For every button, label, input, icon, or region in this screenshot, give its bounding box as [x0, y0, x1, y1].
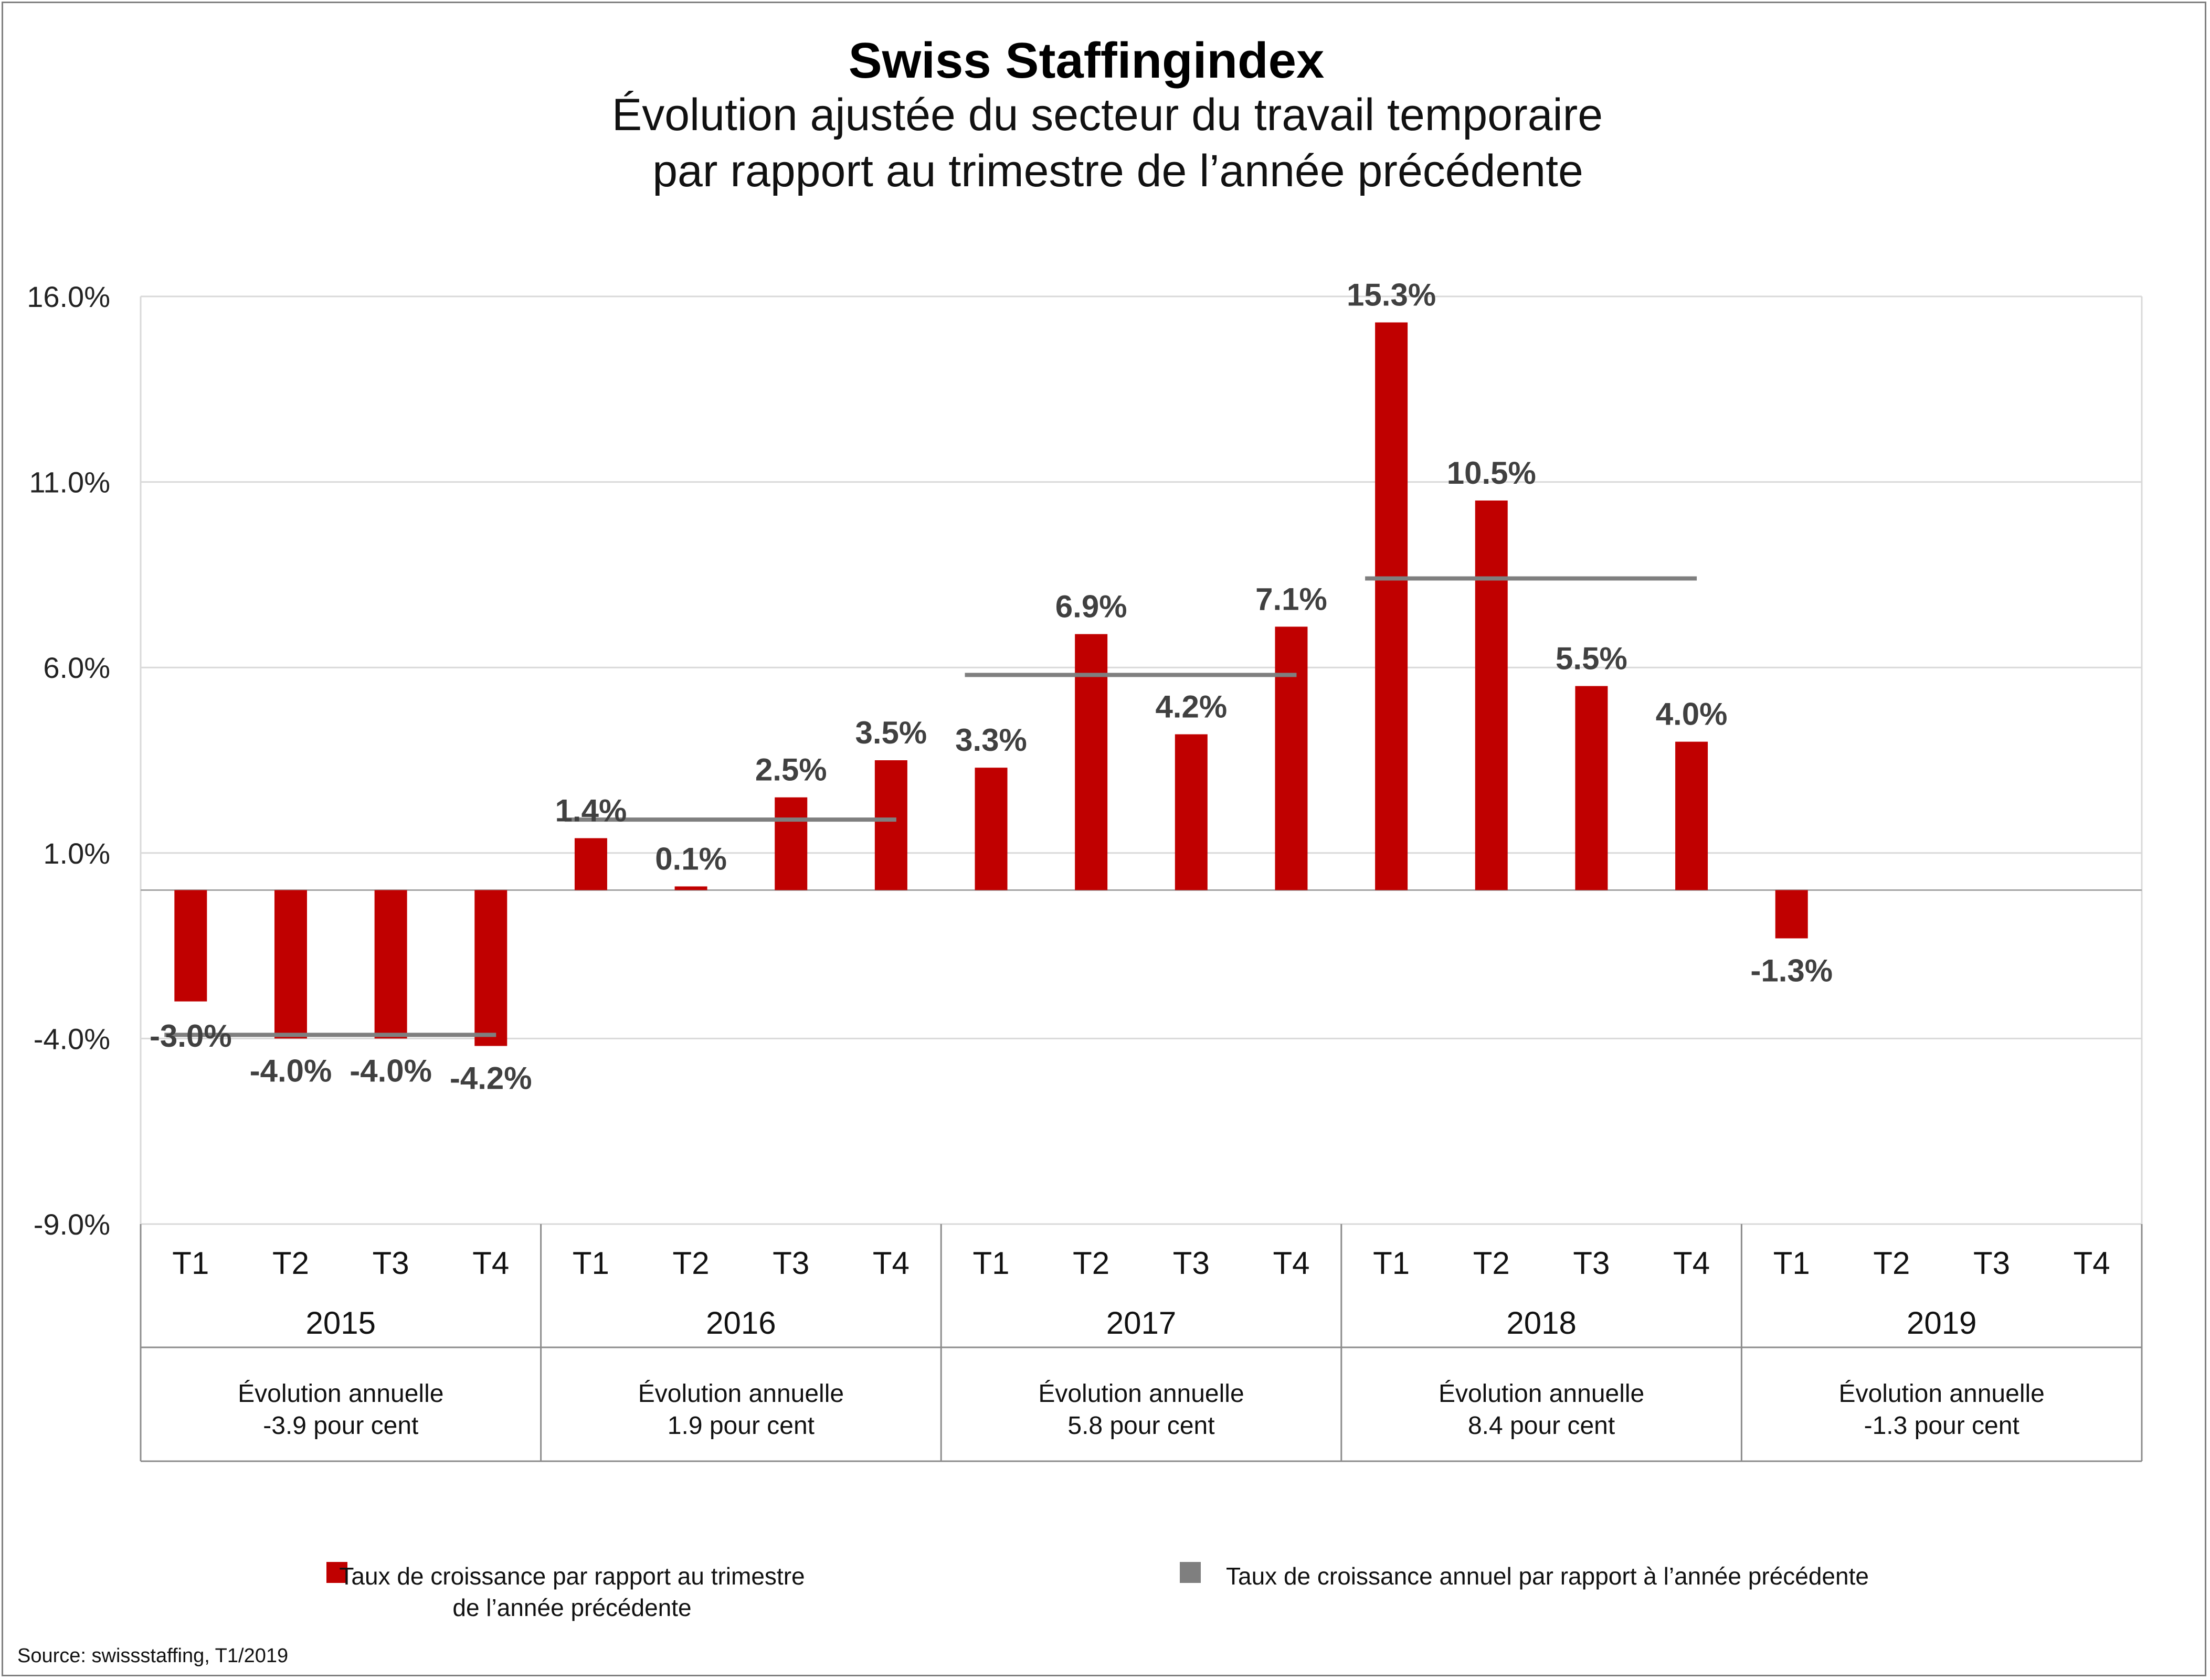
- bar-data-label: -4.0%: [250, 1053, 332, 1088]
- bar-data-label: 6.9%: [1055, 589, 1127, 624]
- bar-data-label: 3.3%: [955, 722, 1027, 758]
- bar-quarter: [1575, 686, 1608, 890]
- bars: [174, 322, 1808, 1046]
- bar-data-label: 1.4%: [555, 793, 627, 828]
- y-axis-ticks: 16.0% 11.0% 6.0% 1.0% -4.0% -9.0%: [27, 280, 110, 1241]
- annual-change-label: Évolution annuelle: [1439, 1380, 1644, 1408]
- bar-data-label: -4.2%: [450, 1061, 532, 1096]
- bar-data-label: 10.5%: [1447, 455, 1536, 491]
- x-tick-quarter: T4: [1273, 1246, 1309, 1281]
- bar-data-label: -3.0%: [150, 1018, 232, 1054]
- legend-label-quarterly-line2: de l’année précédente: [452, 1594, 691, 1621]
- y-tick-label: 1.0%: [43, 837, 110, 870]
- y-tick-label: 16.0%: [27, 280, 110, 313]
- bar-data-label: 15.3%: [1347, 278, 1436, 313]
- x-tick-year: 2015: [306, 1305, 376, 1341]
- annual-change-label: Évolution annuelle: [638, 1380, 844, 1408]
- y-tick-label: -9.0%: [34, 1208, 110, 1241]
- x-tick-year: 2018: [1506, 1305, 1576, 1341]
- annual-change-label: Évolution annuelle: [238, 1380, 443, 1408]
- bar-quarter: [674, 886, 707, 890]
- annual-change-value: -1.3 pour cent: [1864, 1412, 2019, 1440]
- x-tick-year: 2019: [1907, 1305, 1976, 1341]
- bar-quarter: [1375, 322, 1408, 890]
- bar-data-label: 4.2%: [1155, 689, 1227, 724]
- x-tick-quarter: T4: [873, 1246, 910, 1281]
- legend-swatch-quarterly: [326, 1562, 347, 1583]
- bar-data-label: 7.1%: [1255, 581, 1327, 616]
- annual-change-label: Évolution annuelle: [1839, 1380, 2045, 1408]
- annual-change-value: -3.9 pour cent: [263, 1412, 418, 1440]
- bar-quarter: [775, 797, 808, 890]
- x-tick-quarter: T1: [573, 1246, 609, 1281]
- bar-quarter: [1475, 500, 1508, 890]
- bar-data-label: 3.5%: [855, 715, 927, 750]
- bar-quarter: [1175, 734, 1208, 890]
- bar-data-label: 2.5%: [755, 752, 827, 788]
- data-labels: -3.0% -4.0% -4.0% -4.2% 1.4% 0.1% 2.5% 3.5% 3.3%…: [150, 278, 1833, 1096]
- x-tick-quarter: T4: [472, 1246, 509, 1281]
- x-tick-quarter: T1: [973, 1246, 1010, 1281]
- chart-title: Swiss Staffingindex: [849, 33, 1325, 89]
- x-tick-quarter: T3: [1573, 1246, 1610, 1281]
- annual-change-value: 8.4 pour cent: [1468, 1412, 1615, 1440]
- x-tick-quarter: T2: [1073, 1246, 1109, 1281]
- chart-subtitle-line1: Évolution ajustée du secteur du travail …: [612, 90, 1603, 140]
- bar-quarter: [1675, 741, 1708, 890]
- legend-label-quarterly-line1: Taux de croissance par rapport au trimes…: [339, 1562, 805, 1590]
- bar-quarter: [1275, 626, 1308, 890]
- x-tick-quarter: T1: [1373, 1246, 1410, 1281]
- x-tick-quarter: T1: [172, 1246, 209, 1281]
- y-tick-label: 11.0%: [29, 466, 110, 499]
- chart-subtitle-line2: par rapport au trimestre de l’année préc…: [652, 146, 1583, 196]
- annual-change-label: Évolution annuelle: [1038, 1380, 1244, 1408]
- bar-quarter: [574, 838, 607, 890]
- x-tick-quarter: T3: [1973, 1246, 2010, 1281]
- bar-quarter: [174, 890, 207, 1002]
- x-tick-quarter: T1: [1773, 1246, 1810, 1281]
- bar-data-label: 4.0%: [1656, 697, 1728, 732]
- x-tick-quarter: T4: [1673, 1246, 1710, 1281]
- x-tick-quarter: T2: [673, 1246, 710, 1281]
- bar-quarter: [975, 768, 1008, 890]
- annual-change-value: 1.9 pour cent: [668, 1412, 815, 1440]
- bar-quarter: [874, 760, 907, 890]
- x-axis: T1 T2 T3 T4 T1 T2 T3 T4 T1 T2 T3 T4 T1 T2 T3 T4 T1 T2 T3 T4…: [140, 1224, 2143, 1462]
- x-tick-quarter: T2: [1473, 1246, 1510, 1281]
- x-tick-year: 2017: [1106, 1305, 1176, 1341]
- bar-quarter: [374, 890, 407, 1039]
- legend-label-annual: Taux de croissance annuel par rapport à …: [1226, 1562, 1869, 1590]
- x-tick-quarter: T2: [1873, 1246, 1910, 1281]
- bar-quarter: [474, 890, 507, 1046]
- annual-lines: [164, 576, 1697, 1037]
- x-tick-quarter: T3: [373, 1246, 409, 1281]
- x-tick-quarter: T3: [773, 1246, 809, 1281]
- x-tick-year: 2016: [706, 1305, 776, 1341]
- x-tick-quarter: T4: [2074, 1246, 2110, 1281]
- annual-change-value: 5.8 pour cent: [1067, 1412, 1214, 1440]
- grid-lines: [140, 295, 2143, 1225]
- bar-data-label: 5.5%: [1556, 641, 1627, 676]
- y-tick-label: 6.0%: [43, 651, 110, 684]
- bar-data-label: -4.0%: [350, 1053, 432, 1088]
- bar-quarter: [1775, 890, 1808, 939]
- bar-data-label: 0.1%: [655, 841, 727, 876]
- legend-swatch-annual: [1180, 1562, 1201, 1583]
- x-tick-quarter: T2: [272, 1246, 309, 1281]
- bar-data-label: -1.3%: [1750, 953, 1833, 988]
- bar-quarter: [274, 890, 307, 1039]
- source-note: Source: swissstaffing, T1/2019: [17, 1645, 288, 1667]
- bar-quarter: [1075, 634, 1108, 890]
- x-tick-quarter: T3: [1173, 1246, 1210, 1281]
- y-tick-label: -4.0%: [34, 1022, 110, 1055]
